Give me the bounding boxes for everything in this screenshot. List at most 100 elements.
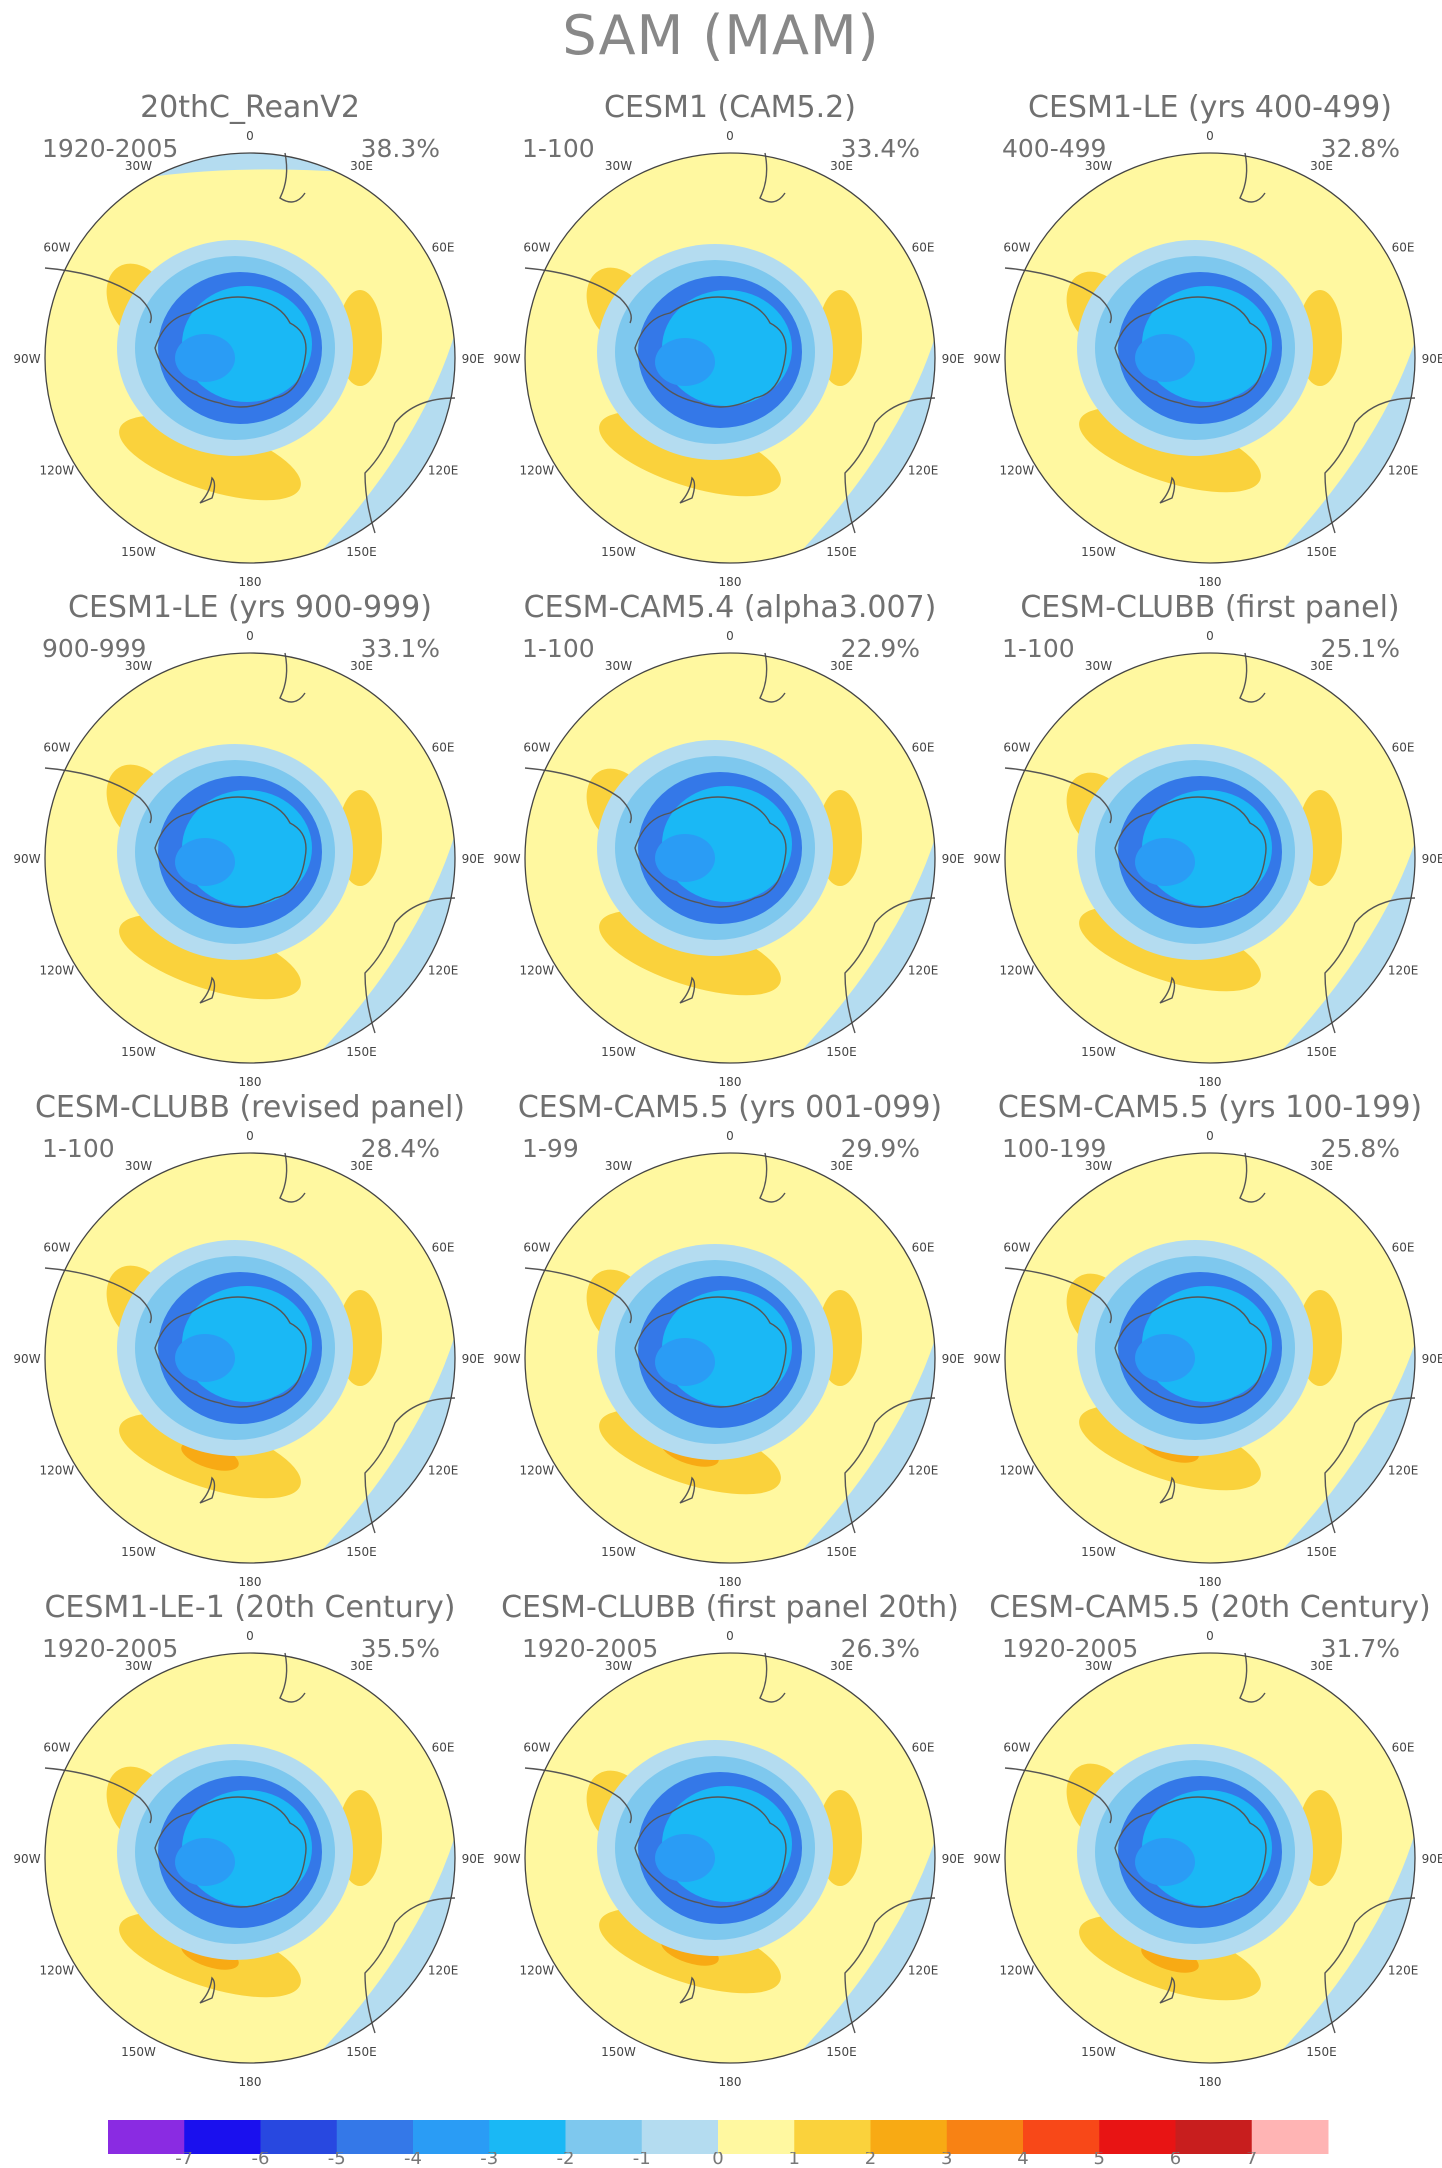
colorbar-swatch [946, 2120, 1024, 2154]
negative-anomaly-core [655, 338, 715, 386]
colorbar-swatch [870, 2120, 948, 2154]
longitude-label: 0 [726, 1629, 734, 1643]
longitude-label: 60E [432, 1741, 455, 1755]
longitude-label: 150W [121, 545, 156, 559]
colorbar-tick-label: 2 [864, 2152, 877, 2168]
longitude-label: 60E [1392, 1741, 1415, 1755]
longitude-label: 90W [973, 352, 1000, 366]
africa-coastline [759, 1152, 786, 1203]
longitude-label: 120E [428, 1964, 459, 1978]
panel-variance-percent: 26.3% [840, 1634, 920, 1663]
panel-variance-percent: 28.4% [360, 1134, 440, 1163]
longitude-label: 60W [43, 741, 70, 755]
longitude-label: 30E [1310, 1159, 1333, 1173]
longitude-label: 150W [601, 545, 636, 559]
longitude-label: 90W [973, 852, 1000, 866]
longitude-label: 120W [520, 1964, 555, 1978]
colorbar-swatch [336, 2120, 414, 2154]
africa-coastline [1239, 1652, 1266, 1703]
panel-year-range: 1920-2005 [42, 134, 179, 163]
antarctica-coastline [1114, 1796, 1267, 1908]
longitude-label: 30W [605, 659, 632, 673]
longitude-label: 60W [523, 241, 550, 255]
map-panel: 0 30E 60E 90E 120E 150E 180 150W 120W 90W 60W 30W CE… [970, 1590, 1442, 2100]
longitude-label: 0 [726, 129, 734, 143]
south-america-coastline [44, 767, 152, 824]
longitude-label: 90E [462, 852, 485, 866]
negative-anomaly-core [175, 838, 235, 886]
map-boundary-circle [44, 1652, 456, 2064]
africa-coastline [1239, 152, 1266, 203]
longitude-label: 150E [1306, 2045, 1337, 2059]
australia-coastline [1324, 1397, 1416, 1534]
new-zealand-coastline [1159, 976, 1176, 1004]
longitude-label: 0 [726, 1129, 734, 1143]
longitude-label: 60W [1003, 1241, 1030, 1255]
new-zealand-coastline [679, 476, 696, 504]
longitude-label: 150E [1306, 1545, 1337, 1559]
negative-anomaly-core [175, 334, 235, 382]
longitude-label: 30W [125, 1659, 152, 1673]
longitude-label: 120W [1000, 1964, 1035, 1978]
antarctica-coastline [634, 1296, 787, 1408]
longitude-label: 30E [1310, 159, 1333, 173]
colorbar-labels: -7 -6 -5 -4 -3 -2 -1 0 1 2 3 4 5 6 7 [0, 2152, 1442, 2168]
panel-title: CESM-CLUBB (first panel 20th) [501, 1590, 959, 1625]
longitude-label: 180 [719, 575, 742, 589]
south-america-coastline [1004, 767, 1112, 824]
south-america-coastline [524, 1767, 632, 1824]
australia-coastline [844, 397, 936, 534]
map-boundary-circle [524, 1652, 936, 2064]
longitude-label: 150W [601, 1045, 636, 1059]
panel-year-range: 1-99 [522, 1134, 579, 1163]
africa-coastline [279, 1152, 306, 1203]
longitude-label: 60W [523, 1241, 550, 1255]
longitude-label: 90W [493, 1852, 520, 1866]
longitude-label: 90E [942, 1352, 965, 1366]
longitude-label: 90E [462, 352, 485, 366]
longitude-label: 120E [908, 1964, 939, 1978]
longitude-label: 90E [1422, 352, 1442, 366]
panel-year-range: 1-100 [42, 1134, 115, 1163]
colorbar-tick-label: -5 [327, 2152, 346, 2168]
colorbar-swatch [108, 2120, 185, 2154]
colorbar-tick-label: 3 [941, 2152, 953, 2168]
colorbar-swatch [184, 2120, 261, 2154]
map-panel: 0 30E 60E 90E 120E 150E 180 150W 120W 90W 60W 30W CE… [970, 590, 1442, 1100]
longitude-label: 120E [428, 964, 459, 978]
south-america-coastline [44, 1267, 152, 1324]
antarctica-coastline [634, 796, 787, 908]
panel-title: CESM1-LE-1 (20th Century) [44, 1590, 456, 1625]
longitude-label: 90E [942, 352, 965, 366]
longitude-label: 180 [239, 1075, 262, 1089]
panel-title: CESM-CAM5.5 (yrs 001-099) [517, 1090, 943, 1125]
longitude-label: 150W [1081, 2045, 1116, 2059]
australia-coastline [1324, 397, 1416, 534]
longitude-label: 0 [1206, 129, 1214, 143]
longitude-label: 0 [246, 1629, 254, 1643]
panel-title: CESM1-LE (yrs 400-499) [1028, 90, 1392, 125]
longitude-label: 60E [912, 241, 935, 255]
longitude-label: 120E [428, 1464, 459, 1478]
longitude-label: 120W [520, 464, 555, 478]
panel-variance-percent: 35.5% [360, 1634, 440, 1663]
longitude-label: 30W [125, 659, 152, 673]
map-boundary-circle [1004, 1652, 1416, 2064]
longitude-label: 150E [346, 545, 377, 559]
longitude-label: 30W [1085, 1659, 1112, 1673]
colorbar-tick-label: 4 [1017, 2152, 1029, 2168]
new-zealand-coastline [679, 976, 696, 1004]
panel-variance-percent: 38.3% [360, 134, 440, 163]
longitude-label: 150E [346, 2045, 377, 2059]
longitude-label: 120E [908, 1464, 939, 1478]
longitude-label: 90W [13, 1352, 40, 1366]
polar-stereographic-map: 0 30E 60E 90E 120E 150E 180 150W 120W 90W 60W 30W [493, 129, 965, 589]
longitude-label: 120E [1388, 1464, 1419, 1478]
longitude-label: 30E [830, 159, 853, 173]
panel-variance-percent: 32.8% [1320, 134, 1400, 163]
africa-coastline [759, 652, 786, 703]
polar-stereographic-map: 0 30E 60E 90E 120E 150E 180 150W 120W 90W 60W 30W [973, 1629, 1442, 2089]
new-zealand-coastline [199, 476, 216, 504]
longitude-label: 30W [605, 1659, 632, 1673]
panel-year-range: 900-999 [42, 634, 147, 663]
